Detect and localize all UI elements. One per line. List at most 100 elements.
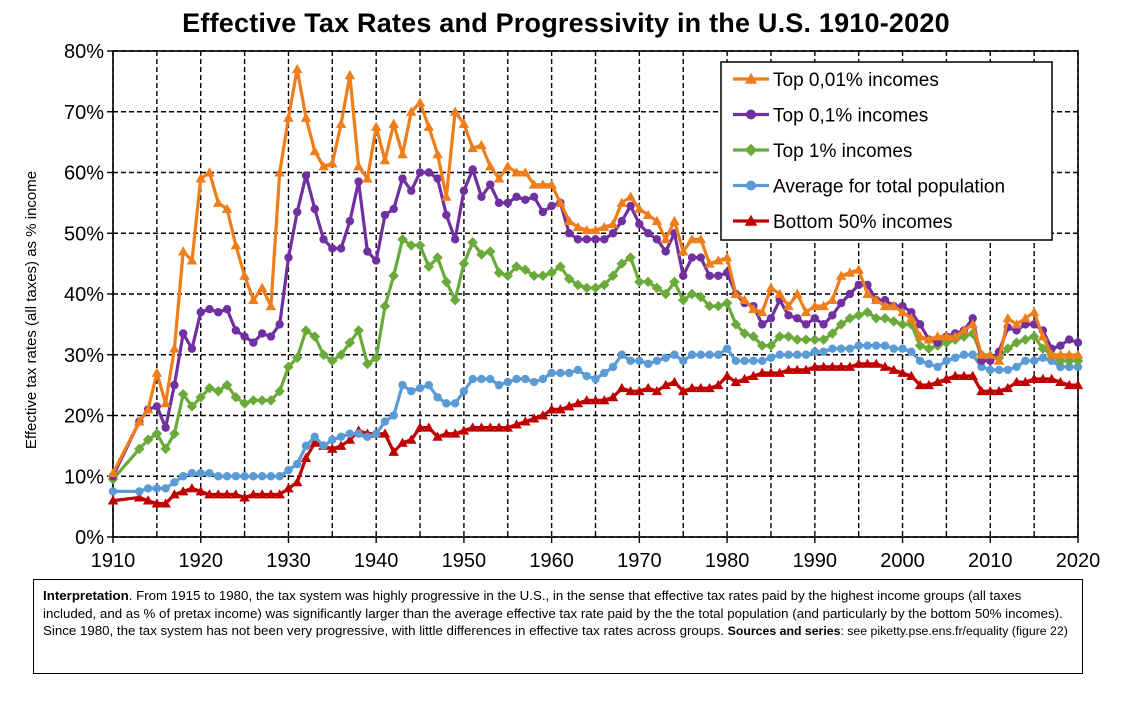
data-point bbox=[424, 380, 434, 390]
data-point bbox=[449, 106, 461, 116]
data-point bbox=[986, 365, 995, 375]
data-point bbox=[625, 385, 636, 396]
data-point bbox=[923, 379, 935, 390]
data-point bbox=[319, 441, 328, 451]
data-point bbox=[942, 356, 951, 366]
data-point bbox=[414, 240, 426, 251]
data-point bbox=[581, 395, 592, 405]
data-point bbox=[354, 429, 363, 438]
data-point bbox=[556, 368, 565, 378]
data-point bbox=[521, 374, 530, 384]
data-point bbox=[441, 191, 452, 201]
note-label: Interpretation bbox=[43, 588, 129, 603]
data-point bbox=[792, 334, 803, 345]
data-point bbox=[1063, 349, 1075, 359]
x-tick-label: 1980 bbox=[705, 550, 750, 572]
data-point bbox=[424, 168, 434, 177]
data-point bbox=[686, 288, 698, 300]
x-tick-label: 1920 bbox=[178, 550, 223, 572]
data-point bbox=[819, 320, 828, 329]
data-point bbox=[774, 331, 785, 342]
data-point bbox=[993, 385, 1005, 396]
data-point bbox=[1065, 335, 1074, 344]
data-point bbox=[142, 404, 154, 414]
data-point bbox=[486, 180, 495, 189]
data-point bbox=[923, 343, 935, 354]
data-point bbox=[828, 311, 837, 320]
data-point bbox=[783, 364, 794, 374]
data-point bbox=[134, 492, 145, 502]
data-point bbox=[792, 288, 803, 298]
data-point bbox=[134, 416, 145, 426]
data-point bbox=[677, 294, 689, 306]
data-point bbox=[634, 276, 645, 288]
data-point bbox=[923, 334, 935, 344]
data-point bbox=[388, 118, 399, 128]
data-point bbox=[108, 487, 118, 496]
data-point bbox=[1028, 306, 1040, 317]
data-point bbox=[205, 304, 214, 314]
data-point bbox=[221, 489, 233, 499]
data-point bbox=[379, 300, 391, 312]
data-point bbox=[660, 234, 671, 244]
data-point bbox=[679, 356, 688, 366]
data-point bbox=[617, 216, 627, 226]
data-point bbox=[635, 219, 644, 229]
x-tick-label: 1950 bbox=[442, 550, 487, 572]
data-point bbox=[160, 443, 171, 455]
data-point bbox=[293, 459, 302, 469]
data-point bbox=[502, 422, 514, 432]
data-point bbox=[651, 215, 663, 226]
data-point bbox=[924, 359, 934, 369]
data-point bbox=[642, 276, 654, 288]
legend: Top 0,01% incomes Top 0,1% incomes Top 1% … bbox=[720, 61, 1053, 241]
data-point bbox=[442, 399, 451, 408]
data-point bbox=[512, 192, 521, 201]
data-point bbox=[581, 224, 592, 235]
data-point bbox=[1073, 338, 1083, 347]
data-point bbox=[248, 489, 259, 499]
data-point bbox=[310, 432, 319, 441]
data-point bbox=[870, 358, 882, 368]
data-point bbox=[994, 365, 1004, 375]
data-point bbox=[371, 256, 381, 265]
data-point bbox=[844, 313, 856, 324]
data-point bbox=[695, 234, 707, 244]
data-point bbox=[528, 179, 540, 189]
y-axis-label: Effective tax rates (all taxes) as % inc… bbox=[23, 171, 40, 449]
data-point bbox=[186, 483, 198, 493]
data-point bbox=[335, 349, 347, 360]
data-point bbox=[547, 368, 556, 378]
data-point bbox=[459, 186, 469, 195]
data-point bbox=[958, 370, 970, 380]
data-point bbox=[714, 350, 723, 359]
data-point bbox=[774, 288, 785, 298]
legend-label: Average for total population bbox=[773, 177, 1005, 198]
data-point bbox=[968, 350, 977, 359]
data-point bbox=[958, 325, 970, 335]
data-point bbox=[563, 215, 575, 226]
data-point bbox=[151, 367, 163, 377]
data-point bbox=[283, 483, 294, 493]
data-point bbox=[249, 338, 258, 347]
data-point bbox=[599, 395, 610, 405]
legend-item: Top 0,01% incomes bbox=[733, 70, 939, 91]
data-point bbox=[1002, 382, 1014, 393]
data-point bbox=[661, 353, 670, 362]
data-point bbox=[397, 149, 408, 159]
data-point bbox=[379, 428, 391, 438]
data-point bbox=[511, 419, 522, 429]
data-point bbox=[660, 288, 671, 300]
data-point bbox=[626, 356, 635, 366]
data-point bbox=[538, 207, 548, 217]
data-point bbox=[581, 282, 592, 294]
data-point bbox=[582, 371, 591, 381]
data-point bbox=[389, 204, 398, 214]
series-average-for-total-population bbox=[108, 341, 1083, 496]
data-point bbox=[793, 314, 802, 323]
data-point bbox=[231, 472, 241, 481]
data-point bbox=[643, 359, 653, 369]
data-point bbox=[1002, 313, 1014, 323]
data-point bbox=[370, 121, 382, 131]
data-point bbox=[1021, 320, 1030, 329]
